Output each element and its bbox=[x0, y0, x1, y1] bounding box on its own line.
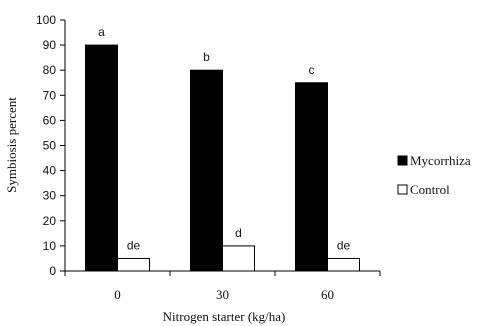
bar-significance-label: de bbox=[337, 238, 351, 252]
y-tick-label: 20 bbox=[43, 214, 57, 228]
bar-mycorrhiza-0 bbox=[85, 44, 118, 272]
y-tick-label: 100 bbox=[36, 13, 56, 27]
bar-control-30 bbox=[222, 245, 255, 272]
legend-swatch-control bbox=[397, 184, 408, 195]
y-tick-label: 10 bbox=[43, 239, 57, 253]
y-tick-label: 50 bbox=[43, 139, 57, 153]
legend: Mycorrhiza Control bbox=[397, 153, 471, 197]
bar-significance-label: de bbox=[127, 238, 141, 252]
bar-mycorrhiza-60 bbox=[295, 82, 328, 272]
bar-significance-label: a bbox=[98, 25, 105, 39]
y-tick-label: 90 bbox=[43, 38, 57, 52]
y-tick-label: 0 bbox=[49, 264, 56, 278]
bar-control-60 bbox=[327, 257, 360, 272]
x-axis-ticks: 0 30 60 bbox=[64, 271, 381, 302]
y-tick-label: 40 bbox=[43, 164, 57, 178]
legend-label-control: Control bbox=[410, 182, 450, 197]
y-tick-label: 30 bbox=[43, 189, 57, 203]
bar-significance-label: d bbox=[235, 226, 242, 240]
y-tick-label: 60 bbox=[43, 113, 57, 127]
bar-mycorrhiza-30 bbox=[190, 69, 223, 272]
x-tick-label: 30 bbox=[216, 287, 229, 302]
y-tick-label: 70 bbox=[43, 88, 57, 102]
bars: a de b d c de bbox=[85, 25, 360, 272]
y-axis-ticks: 0 10 20 30 40 50 60 70 80 90 100 bbox=[36, 13, 65, 278]
bar-significance-label: c bbox=[309, 63, 315, 77]
x-tick-label: 0 bbox=[114, 287, 121, 302]
legend-swatch-mycorrhiza bbox=[397, 155, 408, 166]
bar-control-0 bbox=[117, 257, 150, 272]
x-axis-title: Nitrogen starter (kg/ha) bbox=[163, 309, 286, 324]
bar-significance-label: b bbox=[203, 50, 210, 64]
y-axis-title: Symbiosis percent bbox=[4, 97, 19, 193]
x-tick-label: 60 bbox=[321, 287, 334, 302]
y-tick-label: 80 bbox=[43, 63, 57, 77]
legend-label-mycorrhiza: Mycorrhiza bbox=[410, 153, 471, 168]
